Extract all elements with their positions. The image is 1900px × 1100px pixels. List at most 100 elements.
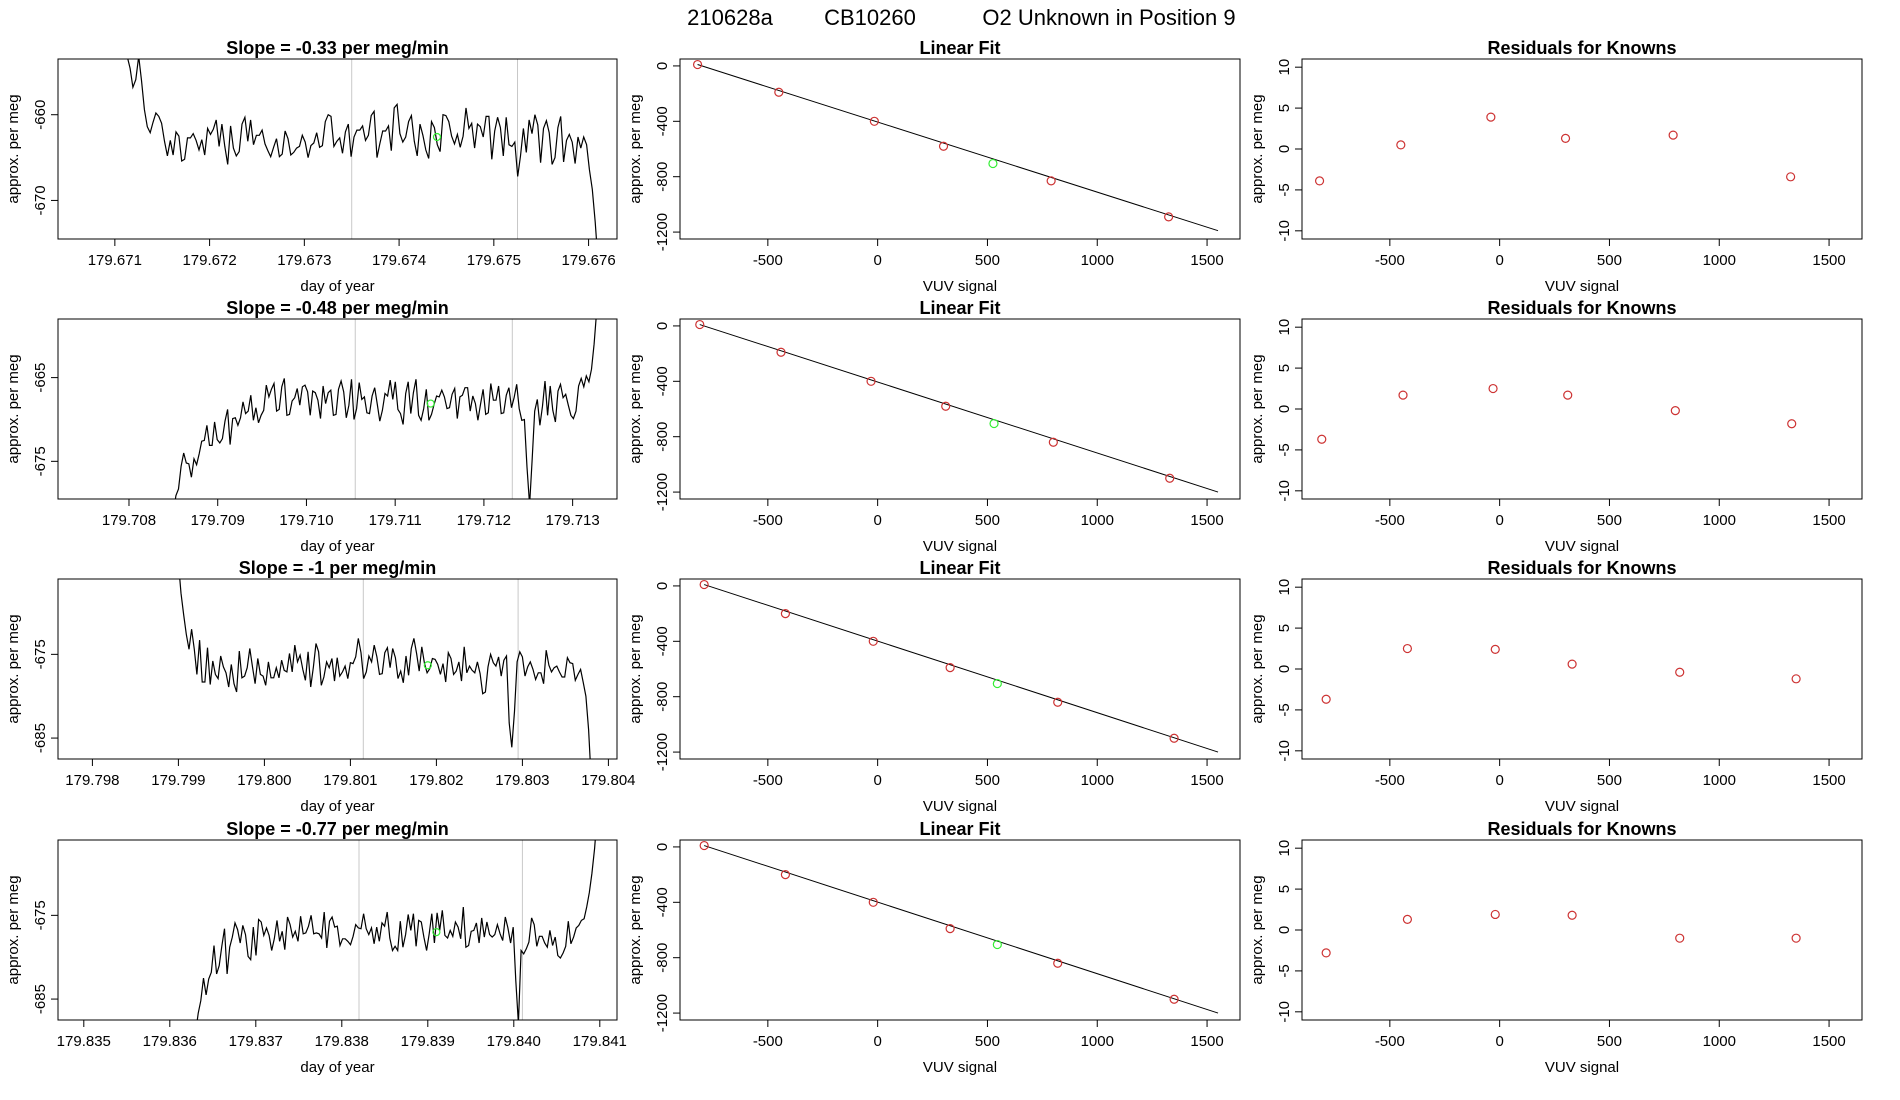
y-ticks: 10 5 0 -5 -10: [1276, 840, 1302, 1023]
x-tick-label: 179.671: [88, 252, 142, 269]
panel-title: Linear Fit: [919, 819, 1000, 839]
known-point: [1396, 140, 1406, 150]
chart-panel-11: Residuals for Knowns VUV signal approx. pe…: [1249, 558, 1863, 815]
x-tick-label: 500: [1597, 772, 1622, 789]
known-point: [1046, 176, 1056, 186]
known-point: [866, 376, 876, 386]
known-point: [1053, 958, 1063, 968]
known-point: [1670, 406, 1680, 416]
known-point: [1560, 133, 1571, 143]
plot-frame: [679, 839, 1241, 1021]
y-tick-label: 0: [1276, 926, 1293, 934]
plot-area: [127, 59, 598, 239]
y-tick-label: 0: [654, 582, 671, 590]
series-line: [174, 319, 597, 499]
unknown-point: [992, 939, 1002, 950]
panel-title: Residuals for Knowns: [1487, 298, 1676, 318]
x-tick-label: 1000: [1081, 772, 1114, 789]
x-ticks: -500 0 500 1000 1500: [753, 1020, 1224, 1050]
y-tick-label: -675: [32, 446, 49, 476]
fit-line: [704, 845, 1219, 1014]
y-ticks: 10 5 0 -5 -10: [1276, 319, 1302, 502]
known-point: [945, 663, 955, 673]
plot-frame: [679, 318, 1241, 500]
known-point: [868, 636, 878, 646]
unknown-point: [992, 678, 1002, 689]
known-point: [938, 141, 949, 151]
unknown-point: [989, 418, 999, 429]
y-tick-label: 5: [1276, 885, 1293, 893]
known-point: [1048, 437, 1058, 447]
x-tick-label: 179.835: [57, 1033, 111, 1050]
y-tick-label: 5: [1276, 624, 1293, 632]
y-tick-label: 10: [1276, 59, 1293, 76]
y-axis-label: approx. per meg: [5, 94, 22, 203]
known-point: [1321, 948, 1331, 958]
x-tick-label: 179.676: [561, 252, 615, 269]
known-point: [1053, 697, 1063, 707]
y-tick-label: -800: [654, 162, 671, 192]
x-tick-label: 179.838: [315, 1033, 369, 1050]
x-tick-label: 0: [1495, 772, 1503, 789]
y-tick-label: 0: [1276, 145, 1293, 153]
figure-title-run: 210628a: [687, 5, 773, 30]
y-ticks: 0 -400 -800 -1200: [654, 62, 680, 251]
y-tick-label: 0: [1276, 665, 1293, 673]
y-tick-label: -665: [32, 363, 49, 393]
x-tick-label: 1500: [1812, 772, 1845, 789]
x-axis-label: VUV signal: [1545, 798, 1619, 815]
y-ticks: 0 -400 -800 -1200: [654, 843, 680, 1032]
x-tick-label: 500: [975, 512, 1000, 529]
x-ticks: -500 0 500 1000 1500: [1375, 1020, 1846, 1050]
x-ticks: -500 0 500 1000 1500: [1375, 499, 1846, 529]
x-tick-label: 1500: [1190, 512, 1223, 529]
series-line: [179, 579, 591, 759]
x-tick-label: 179.801: [323, 772, 377, 789]
known-point: [699, 840, 709, 851]
x-tick-label: 1500: [1812, 252, 1845, 269]
known-point: [1490, 644, 1500, 654]
y-axis-label: approx. per meg: [627, 614, 644, 723]
y-tick-label: 0: [654, 322, 671, 330]
unknown-marker: [432, 927, 441, 937]
chart-panel-2: Slope = -0.48 per meg/min day of year appr…: [5, 298, 618, 555]
known-point: [1567, 910, 1577, 920]
known-point: [1791, 933, 1801, 943]
plot-frame: [1301, 318, 1863, 500]
y-tick-label: -685: [32, 723, 49, 753]
y-tick-label: -5: [1276, 443, 1293, 456]
y-tick-label: -400: [654, 106, 671, 136]
known-point: [1486, 112, 1496, 122]
x-tick-label: -500: [1375, 772, 1405, 789]
y-tick-label: 0: [654, 62, 671, 70]
x-ticks: -500 0 500 1000 1500: [1375, 239, 1846, 269]
x-tick-label: 1500: [1190, 1033, 1223, 1050]
known-point: [1787, 419, 1797, 429]
panel-title: Linear Fit: [919, 38, 1000, 58]
x-tick-label: 0: [1495, 512, 1503, 529]
chart-panel-10: Residuals for Knowns VUV signal approx. pe…: [1249, 298, 1863, 555]
plot-area: [1317, 383, 1797, 444]
panel-title: Residuals for Knowns: [1487, 558, 1676, 578]
known-point: [1398, 390, 1408, 400]
known-point: [1490, 909, 1500, 920]
x-tick-label: 1000: [1703, 1033, 1736, 1050]
y-ticks: 0 -400 -800 -1200: [654, 582, 680, 771]
chart-panel-12: Residuals for Knowns VUV signal approx. pe…: [1249, 819, 1863, 1076]
x-tick-label: 179.708: [102, 512, 156, 529]
x-axis-label: VUV signal: [1545, 538, 1619, 555]
x-axis-label: VUV signal: [1545, 278, 1619, 295]
plot-frame: [679, 578, 1241, 760]
fit-line: [697, 64, 1219, 232]
x-ticks: 179.835 179.836 179.837 179.838 179.839 179.8…: [57, 1020, 627, 1050]
y-ticks: -660 -670: [32, 100, 58, 215]
unknown-marker: [426, 399, 435, 408]
plot-frame: [1301, 58, 1863, 240]
y-tick-label: -10: [1276, 740, 1293, 762]
plot-frame: [679, 58, 1241, 240]
y-tick-label: 0: [1276, 405, 1293, 413]
series-line: [196, 840, 596, 1020]
panel-title: Slope = -1 per meg/min: [239, 558, 437, 578]
y-axis-label: approx. per meg: [5, 614, 22, 723]
plot-frame: [1301, 839, 1863, 1021]
